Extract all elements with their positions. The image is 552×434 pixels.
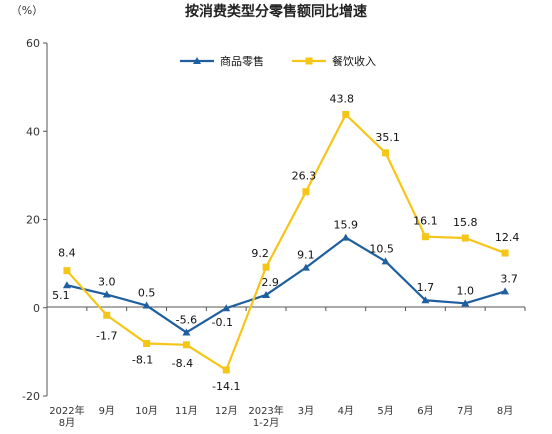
data-label: 1.7 bbox=[417, 281, 435, 294]
data-label: -14.1 bbox=[212, 380, 240, 393]
data-point-marker bbox=[461, 234, 469, 242]
legend-label: 餐饮收入 bbox=[332, 54, 376, 68]
x-tick-label: 11月 bbox=[175, 405, 198, 417]
data-point-marker bbox=[103, 311, 111, 319]
y-tick-label: 20 bbox=[26, 214, 40, 227]
data-label: -1.7 bbox=[96, 329, 117, 342]
y-tick-label: 60 bbox=[26, 37, 40, 50]
data-point-marker bbox=[182, 328, 191, 336]
data-label: 15.9 bbox=[334, 219, 359, 232]
data-point-marker bbox=[421, 233, 429, 241]
x-tick-label: 4月 bbox=[338, 405, 354, 417]
data-point-marker bbox=[382, 149, 390, 157]
data-label: 0.5 bbox=[138, 287, 156, 300]
data-label: 9.1 bbox=[297, 249, 315, 262]
legend-marker bbox=[193, 57, 201, 64]
x-tick-label: 9月 bbox=[99, 405, 115, 417]
series-line bbox=[66, 113, 506, 372]
x-tick-label: 5月 bbox=[377, 405, 393, 417]
y-tick-label: 0 bbox=[33, 302, 40, 315]
data-point-marker bbox=[262, 263, 270, 271]
data-label: 1.0 bbox=[457, 284, 475, 297]
x-tick-label: 12月 bbox=[215, 405, 238, 417]
data-label: -8.1 bbox=[132, 353, 153, 366]
data-label: 12.4 bbox=[495, 231, 520, 244]
x-tick-label: 7月 bbox=[457, 405, 473, 417]
data-label: 3.0 bbox=[98, 276, 116, 289]
series-line bbox=[66, 236, 506, 334]
data-label: 8.4 bbox=[58, 247, 76, 260]
data-point-marker bbox=[501, 249, 509, 257]
data-label: -5.6 bbox=[176, 313, 197, 326]
data-label: 35.1 bbox=[375, 131, 400, 144]
legend: 商品零售 餐饮收入 bbox=[180, 54, 376, 68]
data-point-marker bbox=[302, 188, 310, 196]
legend-item-catering: 餐饮收入 bbox=[292, 54, 376, 68]
axes: -20 0 20 40 60 2022年 8月 9月 10月 11月 12月 2023年 1-2月 3月 4… bbox=[22, 37, 526, 429]
legend-marker bbox=[305, 57, 313, 65]
data-point-marker bbox=[421, 296, 430, 304]
data-point-marker bbox=[102, 290, 111, 298]
data-label: 43.8 bbox=[330, 92, 355, 105]
x-tick-label: 10月 bbox=[135, 405, 158, 417]
x-tick-label: 2023年 1-2月 bbox=[248, 404, 283, 429]
data-label: 5.1 bbox=[52, 289, 70, 302]
x-tick-label: 2022年 8月 bbox=[49, 404, 84, 429]
data-label: 26.3 bbox=[292, 170, 317, 183]
x-tick-label: 3月 bbox=[298, 405, 314, 417]
data-point-marker bbox=[143, 339, 151, 347]
data-label: -0.1 bbox=[212, 316, 233, 329]
data-point-marker bbox=[222, 366, 230, 374]
data-point-marker bbox=[62, 281, 71, 289]
data-point-marker bbox=[501, 287, 510, 295]
data-point-marker bbox=[341, 233, 350, 241]
chart-title: 按消费类型分零售额同比增速 bbox=[185, 3, 367, 20]
data-point-marker bbox=[301, 263, 310, 271]
series-layer: 5.1 3.0 0.5 -5.6 -0.1 2.9 9.1 15.9 10.5 1.7 1.0 3.7… bbox=[52, 92, 519, 392]
data-point-marker bbox=[342, 110, 350, 118]
y-tick-label: -20 bbox=[22, 390, 40, 403]
data-point-marker bbox=[262, 290, 271, 298]
data-label: -8.4 bbox=[172, 357, 193, 370]
data-point-marker bbox=[63, 267, 71, 275]
data-label: 3.7 bbox=[500, 272, 518, 285]
x-tick-label: 8月 bbox=[497, 405, 513, 417]
legend-label: 商品零售 bbox=[220, 54, 264, 68]
legend-item-retail: 商品零售 bbox=[180, 54, 264, 68]
data-point-marker bbox=[182, 341, 190, 349]
data-label: 16.1 bbox=[413, 215, 438, 228]
data-label: 9.2 bbox=[251, 247, 269, 260]
data-label: 10.5 bbox=[369, 242, 394, 255]
series-retail: 5.1 3.0 0.5 -5.6 -0.1 2.9 9.1 15.9 10.5 1.7 1.0 3.7 bbox=[52, 219, 518, 336]
data-label: 15.8 bbox=[453, 216, 478, 229]
y-axis-unit-label: （%） bbox=[11, 4, 43, 17]
x-tick-label: 6月 bbox=[417, 405, 433, 417]
data-point-marker bbox=[222, 304, 231, 312]
y-tick-label: 40 bbox=[26, 125, 40, 138]
data-point-marker bbox=[461, 299, 470, 307]
data-point-marker bbox=[142, 301, 151, 309]
data-label: 2.9 bbox=[261, 276, 279, 289]
series-catering: 8.4 -1.7 -8.1 -8.4 -14.1 9.2 26.3 43.8 35.1 16.1 1… bbox=[58, 92, 519, 392]
data-point-marker bbox=[381, 257, 390, 265]
